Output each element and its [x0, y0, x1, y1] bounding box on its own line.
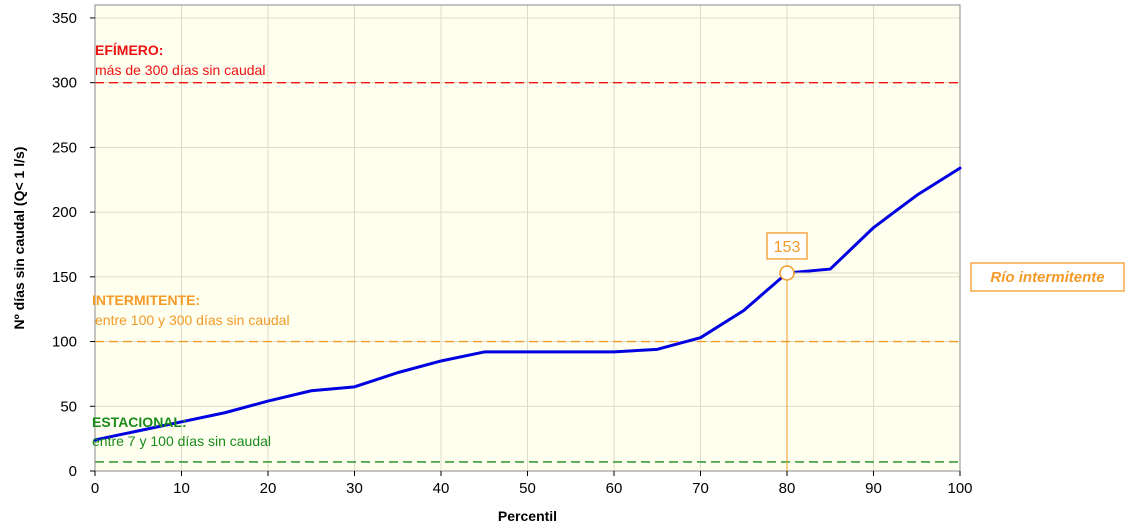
zone-labels: EFÍMERO: más de 300 días sin caudal INTERM… — [92, 42, 290, 449]
zone-title-efimero: EFÍMERO: — [95, 42, 163, 58]
x-tick-label: 30 — [346, 480, 363, 497]
highlight: 153 — [766, 232, 960, 471]
zone-title-estacional: ESTACIONAL: — [92, 414, 187, 430]
x-tick-label: 80 — [779, 480, 796, 497]
x-tick-label: 90 — [865, 480, 882, 497]
highlight-callout-box — [766, 232, 808, 260]
zone-description-efimero: más de 300 días sin caudal — [95, 62, 265, 78]
y-tick-label: 50 — [60, 398, 77, 415]
series-layer — [93, 166, 962, 442]
threshold-lines — [95, 82, 960, 463]
zone-description-intermitente: entre 100 y 300 días sin caudal — [95, 312, 290, 328]
y-tick-label: 150 — [52, 269, 77, 286]
axis-ticks: 0 10 20 30 40 50 60 70 80 90 100 0 50 100 150 200 250 300… — [52, 10, 973, 497]
x-axis-title: Percentil — [498, 508, 557, 524]
x-tick-label: 100 — [947, 480, 972, 497]
x-tick-label: 0 — [91, 480, 99, 497]
y-tick-label: 200 — [52, 204, 77, 221]
y-axis-title: Nº días sin caudal (Q< 1 l/s) — [11, 147, 27, 330]
x-tick-label: 10 — [173, 480, 190, 497]
zone-title-intermitente: INTERMITENTE: — [92, 292, 200, 308]
side-label-box — [970, 262, 1125, 292]
side-label: Río intermitente — [990, 269, 1104, 286]
y-tick-label: 100 — [52, 334, 77, 351]
highlight-point — [779, 265, 795, 281]
x-tick-label: 70 — [692, 480, 709, 497]
y-tick-label: 350 — [52, 10, 77, 27]
y-tick-label: 300 — [52, 75, 77, 92]
x-tick-label: 50 — [519, 480, 536, 497]
x-tick-label: 60 — [606, 480, 623, 497]
x-tick-label: 20 — [260, 480, 277, 497]
zone-description-estacional: entre 7 y 100 días sin caudal — [92, 433, 271, 449]
y-tick-label: 0 — [69, 463, 77, 480]
series-line-0 — [93, 166, 962, 442]
y-tick-label: 250 — [52, 139, 77, 156]
highlight-callout-label: 153 — [774, 239, 801, 256]
x-tick-label: 40 — [433, 480, 450, 497]
